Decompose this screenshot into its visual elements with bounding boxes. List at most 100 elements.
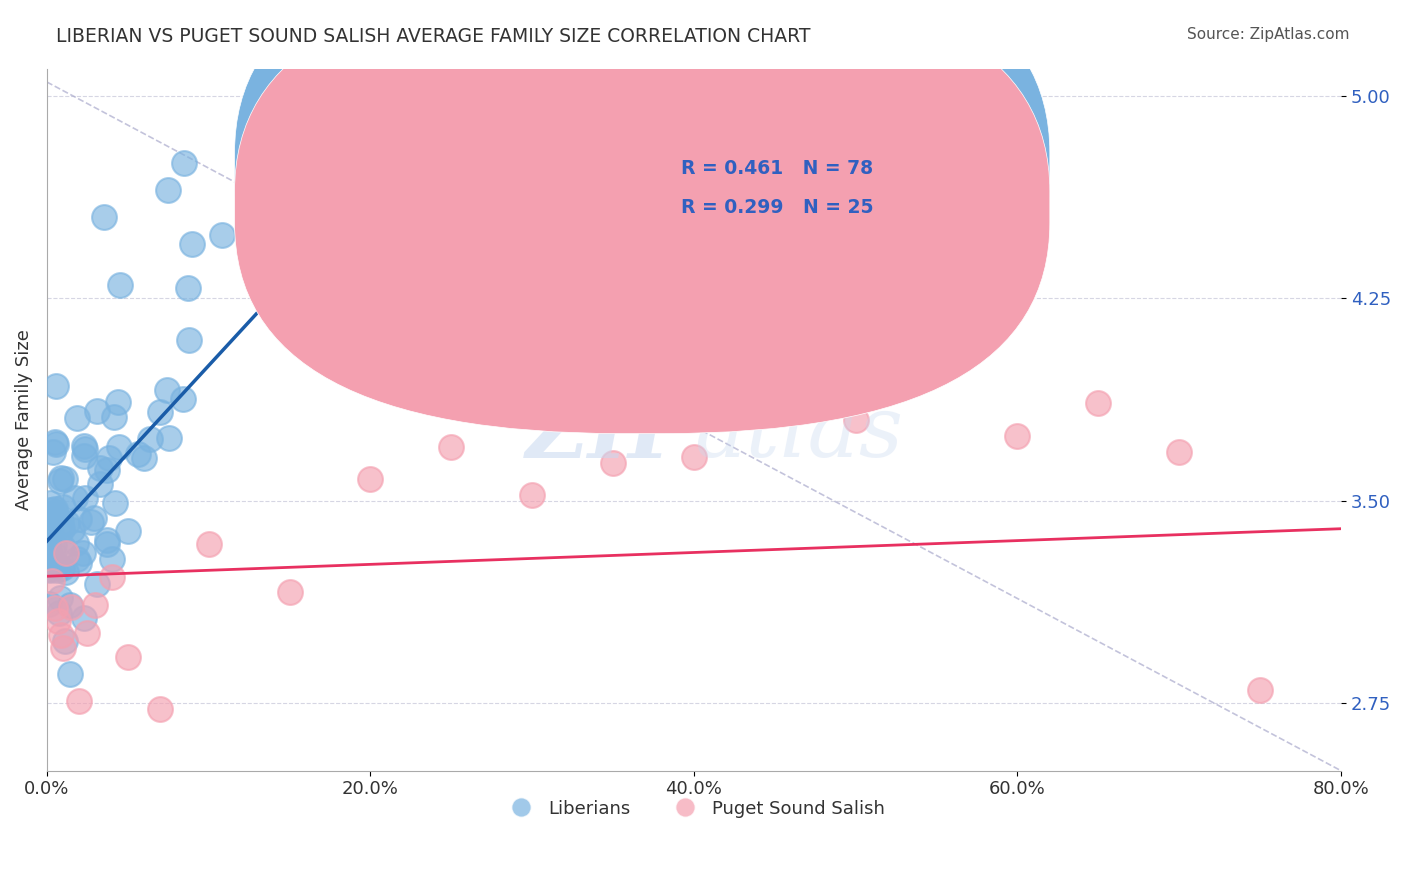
Point [53,472,76,486]
Point [67,511,90,525]
Point [177,280,200,294]
Point [38,543,60,558]
Point [149,702,172,716]
Point [63,491,86,505]
Point [37,533,59,547]
Point [39,503,62,517]
Point [41,574,63,589]
Text: ZIP: ZIP [526,392,695,475]
Point [73,449,96,463]
FancyBboxPatch shape [235,0,1050,434]
Point [93,210,115,224]
Point [1168,445,1191,459]
Point [60,523,83,537]
Point [440,440,463,454]
Point [108,440,131,454]
Point [84,599,107,613]
Point [55,546,77,560]
Point [101,551,124,566]
Point [44,504,66,518]
Point [86,403,108,417]
Point [42,546,65,560]
Text: LIBERIAN VS PUGET SOUND SALISH AVERAGE FAMILY SIZE CORRELATION CHART: LIBERIAN VS PUGET SOUND SALISH AVERAGE F… [56,27,811,45]
Point [73,439,96,453]
Point [53,633,76,648]
Point [39,526,62,541]
Point [181,237,204,252]
Point [73,442,96,456]
Point [44,434,66,449]
Point [108,277,131,292]
Point [42,556,65,570]
Point [72,546,94,560]
Point [65,535,87,549]
Point [132,450,155,465]
Point [52,641,75,656]
Legend: Liberians, Puget Sound Salish: Liberians, Puget Sound Salish [496,792,891,825]
Point [157,431,180,445]
Text: atlas: atlas [695,392,903,475]
Point [39,496,62,510]
Point [139,433,162,447]
Point [49,471,72,485]
Point [103,409,125,424]
Point [1007,429,1029,443]
FancyBboxPatch shape [235,0,1050,395]
Text: Source: ZipAtlas.com: Source: ZipAtlas.com [1187,27,1350,42]
Point [100,570,122,584]
Point [44,501,66,516]
Point [45,437,67,451]
Point [56,516,79,531]
Point [117,524,139,538]
Point [845,412,868,426]
Point [173,156,195,170]
Point [49,515,72,529]
FancyBboxPatch shape [598,136,907,244]
Point [37,538,59,552]
Point [38,562,60,576]
Point [38,563,60,577]
Point [75,491,97,505]
Point [522,488,544,502]
Point [96,537,118,551]
Point [211,228,233,243]
Point [149,405,172,419]
Point [55,565,77,579]
Point [51,628,73,642]
Point [76,626,98,640]
Point [73,611,96,625]
Point [39,549,62,564]
Point [683,450,706,465]
Point [60,600,83,615]
Point [80,515,103,529]
Point [51,540,73,554]
Point [67,694,90,708]
Point [359,472,381,486]
Point [38,598,60,612]
Point [51,522,73,536]
Point [65,552,87,566]
Point [96,533,118,547]
Text: R = 0.461   N = 78: R = 0.461 N = 78 [681,160,873,178]
Point [48,591,70,605]
Point [59,598,82,612]
Text: R = 0.299   N = 25: R = 0.299 N = 25 [681,198,873,217]
Point [96,463,118,477]
Y-axis label: Average Family Size: Average Family Size [15,329,32,510]
Point [59,666,82,681]
Point [42,538,65,552]
Point [51,561,73,575]
Point [83,510,105,524]
Point [156,383,179,397]
Point [41,511,63,525]
Point [45,563,67,577]
Point [45,558,67,573]
Point [42,444,65,458]
Point [197,537,219,551]
Point [89,477,111,491]
Point [46,615,69,629]
Point [44,507,66,521]
Point [107,394,129,409]
Point [172,392,194,406]
Point [104,495,127,509]
